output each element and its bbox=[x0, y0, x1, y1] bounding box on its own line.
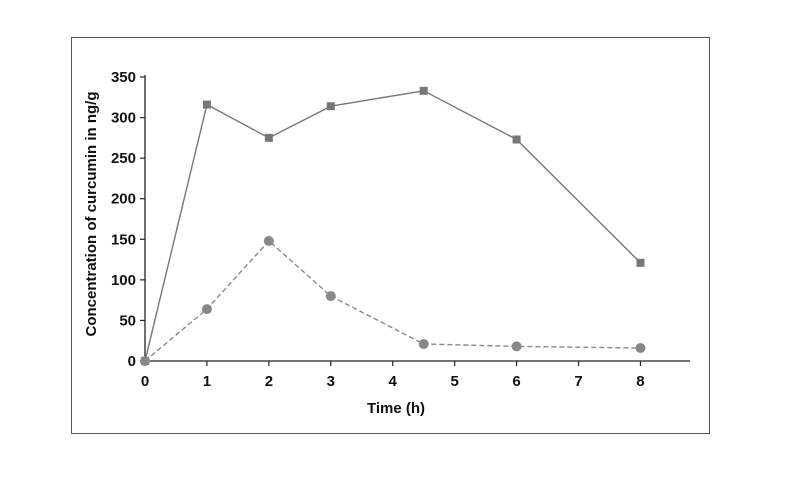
data-point bbox=[511, 341, 522, 352]
x-tick-label: 1 bbox=[203, 373, 211, 390]
series-2-line bbox=[144, 239, 641, 362]
x-tick-label: 7 bbox=[574, 373, 582, 390]
y-tick-label: 200 bbox=[111, 191, 136, 208]
x-tick-label: 5 bbox=[450, 373, 458, 390]
series-1-line bbox=[144, 90, 641, 362]
y-tick-label: 0 bbox=[128, 353, 136, 370]
chart-frame: 0 50 100 150 200 250 300 350 0 1 2 3 4 5 6 7 8 Time (h) … bbox=[71, 37, 710, 434]
x-tick-label: 4 bbox=[389, 373, 398, 390]
y-tick-label: 300 bbox=[111, 110, 136, 127]
data-point bbox=[263, 235, 274, 246]
series-2 bbox=[140, 235, 646, 366]
data-point bbox=[325, 291, 336, 302]
y-tick-label: 250 bbox=[111, 150, 136, 167]
data-point bbox=[140, 356, 150, 366]
data-point bbox=[264, 133, 273, 142]
y-tick-label: 150 bbox=[111, 231, 136, 248]
x-tick-label: 2 bbox=[265, 373, 273, 390]
x-tick-label: 6 bbox=[512, 373, 520, 390]
x-tick-label: 0 bbox=[141, 373, 149, 390]
data-point bbox=[635, 343, 646, 354]
x-tick-label: 3 bbox=[327, 373, 335, 390]
x-tick-label: 8 bbox=[636, 373, 644, 390]
y-tick-label: 50 bbox=[119, 312, 136, 329]
data-point bbox=[201, 304, 212, 315]
y-axis-title: Concentration of curcumin in ng/g bbox=[83, 92, 100, 337]
series-layer bbox=[140, 86, 646, 366]
data-point bbox=[419, 86, 428, 95]
data-point bbox=[512, 135, 521, 144]
x-axis-title: Time (h) bbox=[367, 400, 425, 417]
axes: 0 50 100 150 200 250 300 350 0 1 2 3 4 5 6 7 8 bbox=[111, 69, 690, 390]
data-point bbox=[326, 102, 335, 111]
data-point bbox=[418, 338, 429, 349]
data-point bbox=[636, 258, 645, 267]
data-point bbox=[202, 100, 211, 109]
y-tick-label: 350 bbox=[111, 69, 136, 86]
series-1 bbox=[141, 86, 645, 365]
y-tick-label: 100 bbox=[111, 272, 136, 289]
